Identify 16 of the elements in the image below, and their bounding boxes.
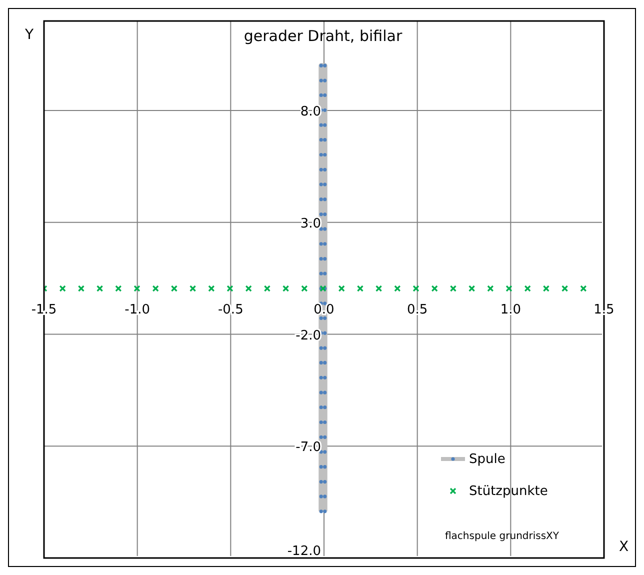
y-tick-label: 8.0 bbox=[300, 104, 321, 120]
y-tick-label: -12.0 bbox=[287, 544, 321, 559]
x-tick-label: -1.0 bbox=[124, 302, 150, 318]
x-tick-label: 1.0 bbox=[500, 302, 522, 318]
legend-label: Spule bbox=[469, 452, 506, 466]
x-axis-title: X bbox=[619, 539, 629, 555]
y-axis-title: Y bbox=[25, 27, 34, 43]
x-tick-label: -0.5 bbox=[218, 302, 244, 318]
annotation: flachspule grundrissXY bbox=[445, 531, 560, 542]
y-tick-label: -7.0 bbox=[296, 440, 321, 456]
x-tick-label: 0.5 bbox=[406, 302, 428, 318]
x-tick-label: 0.0 bbox=[314, 302, 334, 318]
y-tick-label: -2.0 bbox=[296, 328, 321, 344]
chart-title: gerader Draht, bifilar bbox=[244, 27, 402, 45]
y-tick-label: 3.0 bbox=[300, 216, 321, 232]
legend-label: Stützpunkte bbox=[469, 484, 548, 498]
